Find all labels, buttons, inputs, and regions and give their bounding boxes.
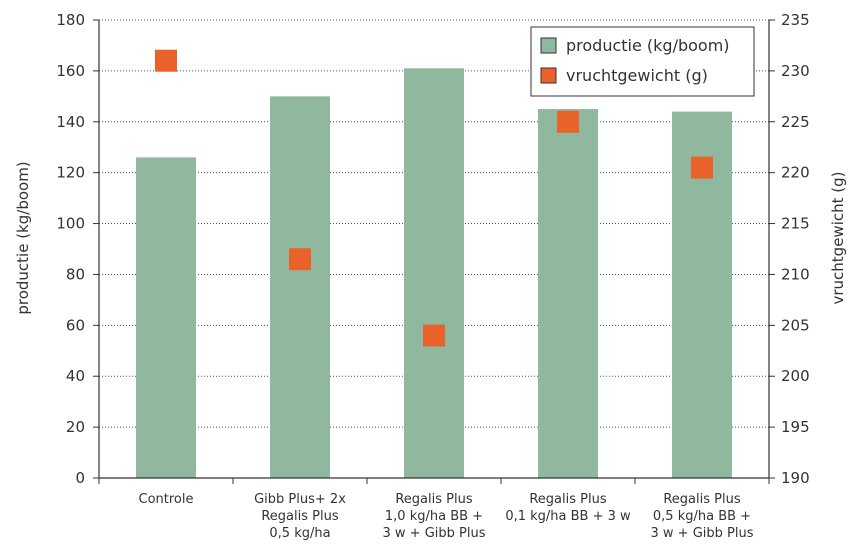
scatter-series xyxy=(155,49,713,347)
x-category-label: Regalis Plus 1,0 kg/ha BB + 3 w + Gibb Plu… xyxy=(383,492,486,541)
y2-tick-label: 190 xyxy=(781,469,810,487)
legend: productie (kg/boom) vruchtgewicht (g) xyxy=(530,26,755,97)
y2-tick-label: 210 xyxy=(781,265,810,283)
y-tick-label: 80 xyxy=(66,265,85,283)
axes xyxy=(98,20,770,484)
x-category-label: Regalis Plus 0,5 kg/ha BB + 3 w + Gibb Plu… xyxy=(651,492,754,541)
legend-swatch-productie xyxy=(540,37,557,54)
legend-box xyxy=(530,26,755,97)
y-tick-label: 0 xyxy=(75,469,85,487)
bar xyxy=(136,157,196,478)
left-axis-ticks: 0 20 40 60 80 100 120 140 160 180 xyxy=(56,11,99,487)
x-category-label-line: Regalis Plus xyxy=(529,492,606,507)
y-tick-label: 20 xyxy=(66,418,85,436)
scatter-point xyxy=(691,156,713,179)
y2-axis-title: vruchtgewicht (g) xyxy=(829,171,847,304)
y2-tick-label: 220 xyxy=(781,164,810,182)
scatter-point xyxy=(423,324,445,347)
x-category-label-line: 3 w + Gibb Plus xyxy=(383,526,486,541)
bar-series xyxy=(136,68,732,479)
y-tick-label: 100 xyxy=(56,215,85,233)
right-axis-ticks: 190 195 200 205 210 215 220 225 230 235 xyxy=(769,11,810,487)
x-category-label-line: 3 w + Gibb Plus xyxy=(651,526,754,541)
x-category-label-line: 0,1 kg/ha BB + 3 w xyxy=(505,509,631,524)
x-category-label: Regalis Plus 0,1 kg/ha BB + 3 w xyxy=(505,492,631,524)
bar xyxy=(404,68,464,478)
y2-tick-label: 195 xyxy=(781,418,810,436)
x-category-label-line: 1,0 kg/ha BB + xyxy=(385,509,483,524)
x-category-label-line: Regalis Plus xyxy=(261,509,338,524)
bar xyxy=(538,109,598,479)
y2-tick-label: 200 xyxy=(781,367,810,385)
y-tick-label: 180 xyxy=(56,11,85,29)
x-category-label-line: Regalis Plus xyxy=(395,492,472,507)
y-tick-label: 40 xyxy=(66,367,85,385)
x-category-label: Controle xyxy=(139,492,194,507)
y-tick-label: 140 xyxy=(56,113,85,131)
x-category-label-line: 0,5 kg/ha BB + xyxy=(653,509,751,524)
y-tick-label: 120 xyxy=(56,164,85,182)
y2-tick-label: 235 xyxy=(781,11,810,29)
x-category-label-line: Regalis Plus xyxy=(663,492,740,507)
scatter-point xyxy=(557,110,579,133)
y2-tick-label: 230 xyxy=(781,62,810,80)
bar xyxy=(270,96,330,478)
y-tick-label: 60 xyxy=(66,316,85,334)
scatter-point xyxy=(289,248,311,271)
y2-tick-label: 225 xyxy=(781,113,810,131)
y-axis-title: productie (kg/boom) xyxy=(14,161,32,314)
x-category-label-line: Gibb Plus+ 2x xyxy=(254,492,346,507)
y-tick-label: 160 xyxy=(56,62,85,80)
y2-tick-label: 205 xyxy=(781,316,810,334)
x-category-label-line: Controle xyxy=(139,492,194,507)
legend-label-vruchtgewicht: vruchtgewicht (g) xyxy=(566,66,708,85)
legend-label-productie: productie (kg/boom) xyxy=(566,36,730,55)
scatter-point xyxy=(155,49,177,72)
y2-tick-label: 215 xyxy=(781,215,810,233)
legend-swatch-vruchtgewicht xyxy=(540,67,557,84)
x-category-label-line: 0,5 kg/ha xyxy=(269,526,330,541)
category-labels: Controle Gibb Plus+ 2x Regalis Plus 0,5 kg/… xyxy=(139,492,754,541)
x-category-label: Gibb Plus+ 2x Regalis Plus 0,5 kg/ha xyxy=(254,492,346,541)
